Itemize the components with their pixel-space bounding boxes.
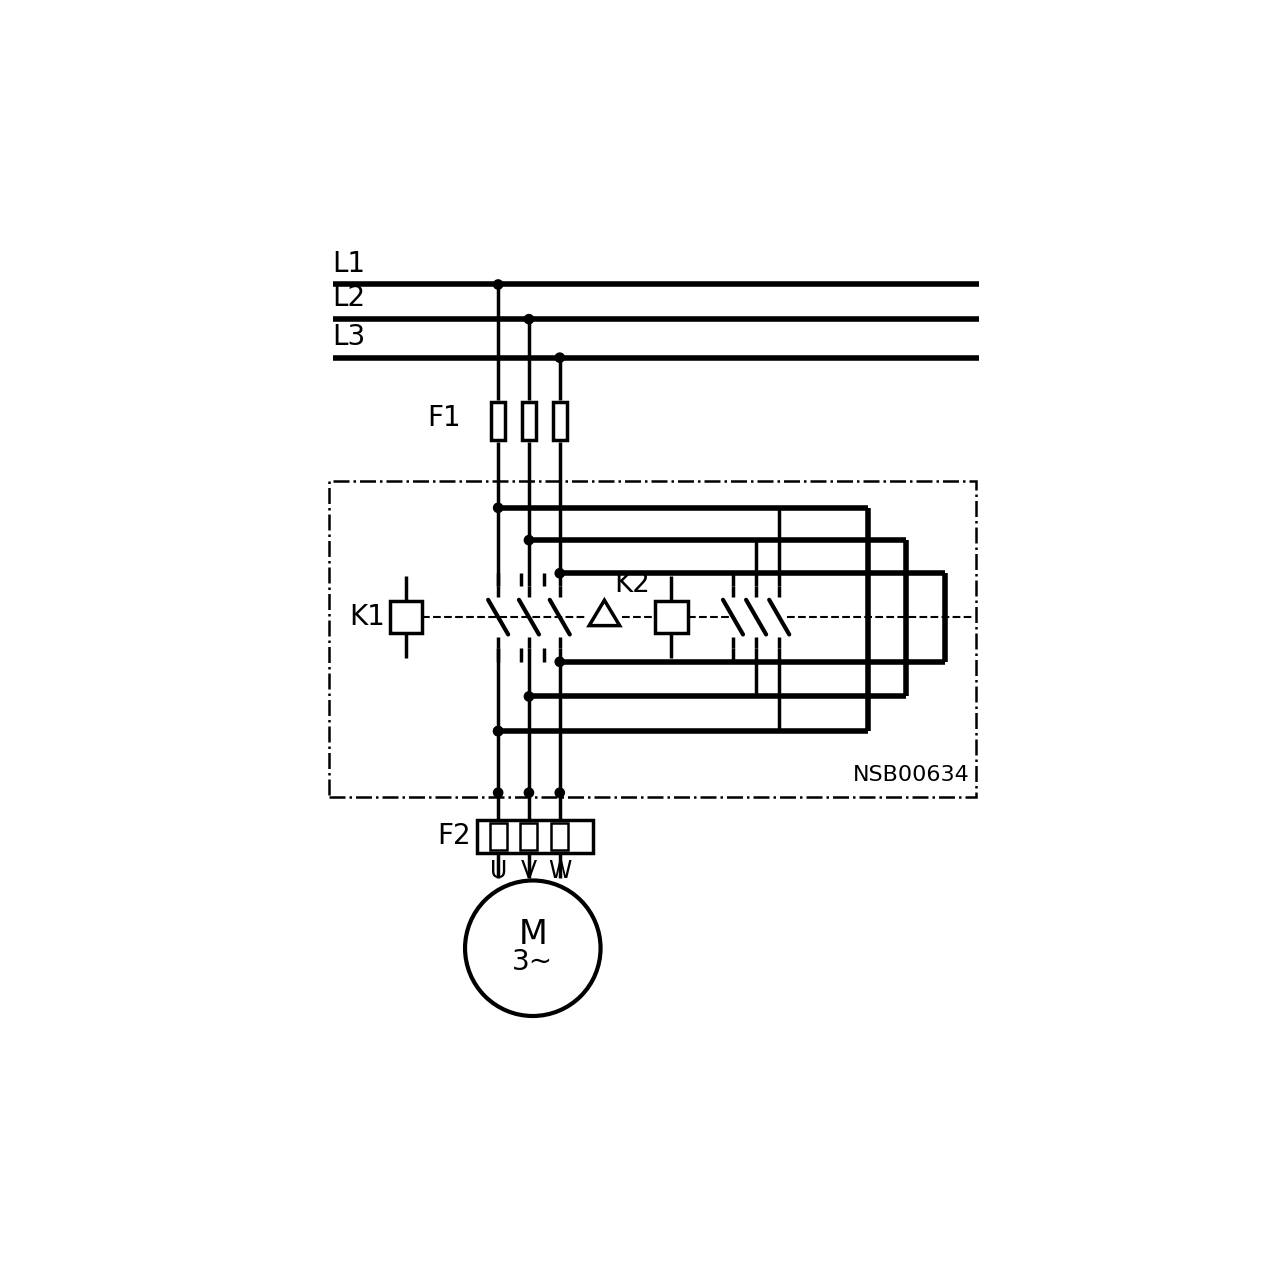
Text: L2: L2: [333, 284, 366, 312]
Circle shape: [556, 353, 564, 362]
Bar: [521, 823, 538, 850]
Text: V: V: [521, 859, 538, 883]
Text: L3: L3: [333, 323, 366, 351]
Text: L1: L1: [333, 250, 366, 278]
Circle shape: [556, 568, 564, 577]
Bar: [522, 402, 536, 440]
Text: 3~: 3~: [512, 948, 553, 977]
Text: F1: F1: [428, 404, 461, 433]
Text: K2: K2: [614, 570, 650, 598]
Bar: [477, 819, 593, 852]
Text: K1: K1: [349, 603, 385, 631]
Circle shape: [556, 788, 564, 797]
Bar: [389, 602, 422, 634]
Circle shape: [494, 788, 503, 797]
Circle shape: [525, 315, 534, 324]
Circle shape: [494, 727, 503, 736]
Circle shape: [494, 503, 503, 512]
Bar: [552, 823, 568, 850]
Bar: [492, 402, 506, 440]
Text: U: U: [489, 859, 507, 883]
Text: W: W: [548, 859, 571, 883]
Circle shape: [494, 280, 503, 289]
Text: M: M: [518, 918, 547, 951]
Text: NSB00634: NSB00634: [852, 765, 969, 785]
Text: F2: F2: [438, 822, 471, 850]
Circle shape: [525, 535, 534, 545]
Bar: [329, 481, 975, 796]
Circle shape: [465, 881, 600, 1016]
Bar: [655, 602, 687, 634]
Circle shape: [525, 691, 534, 701]
Bar: [490, 823, 507, 850]
Circle shape: [556, 657, 564, 667]
Circle shape: [494, 727, 503, 736]
Bar: [553, 402, 567, 440]
Circle shape: [525, 788, 534, 797]
